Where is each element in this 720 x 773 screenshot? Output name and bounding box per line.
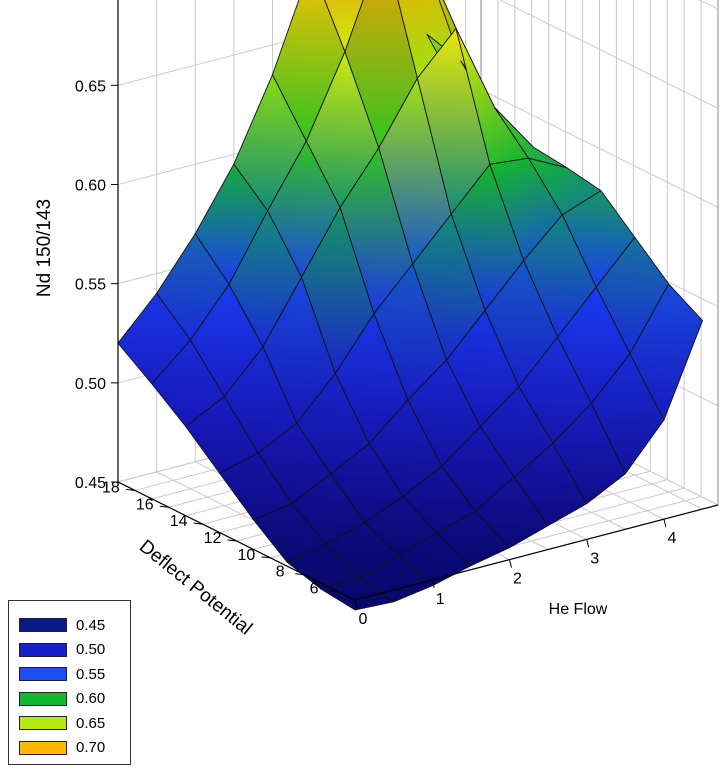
x-tick-label: 2 [513, 571, 522, 588]
y-tick-mark [295, 573, 305, 576]
z-tick-label: 0.45 [75, 475, 106, 492]
legend-swatch [19, 618, 67, 633]
z-tick-label: 0.55 [75, 277, 106, 294]
y-tick-label: 8 [276, 564, 285, 581]
y-tick-mark [261, 556, 271, 559]
legend-swatch [19, 691, 67, 706]
z-tick-label: 0.65 [75, 78, 106, 95]
legend-item: 0.50 [19, 638, 130, 663]
x-axis-line [354, 504, 719, 601]
x-tick-label: 4 [667, 530, 676, 547]
z-axis-title: Nd 150/143 [34, 199, 55, 297]
z-tick-label: 0.60 [75, 178, 106, 195]
x-tick-mark [586, 539, 590, 548]
y-tick-label: 12 [204, 530, 222, 547]
x-tick-mark [354, 599, 358, 609]
gridline [117, 0, 719, 109]
legend-item: 0.65 [19, 711, 130, 736]
y-tick-label: 6 [310, 581, 319, 598]
legend-label: 0.60 [76, 690, 106, 708]
y-tick-label: 16 [136, 496, 154, 513]
surface-mesh [117, 0, 704, 611]
z-tick-label: 0.50 [75, 376, 106, 393]
x-tick-label: 3 [590, 550, 599, 567]
x-axis-title: He Flow [549, 601, 608, 618]
legend-swatch [19, 740, 67, 755]
x-tick-mark [431, 579, 435, 588]
tick-labels: 0.450.500.550.600.650.700.75681012141618… [75, 78, 677, 628]
legend: 0.45 0.50 0.55 0.60 0.65 0.70 [8, 600, 131, 765]
legend-label: 0.65 [76, 714, 106, 732]
surface-patch [629, 283, 704, 421]
y-tick-mark [125, 488, 135, 491]
y-tick-mark [159, 505, 169, 508]
legend-swatch [19, 667, 67, 682]
y-tick-label: 14 [170, 513, 188, 530]
legend-label: 0.70 [76, 739, 106, 757]
legend-label: 0.55 [76, 665, 106, 683]
legend-swatch [19, 716, 67, 731]
legend-item: 0.60 [19, 687, 130, 712]
y-tick-label: 10 [237, 547, 255, 564]
x-tick-mark [508, 559, 512, 568]
legend-item: 0.45 [19, 613, 130, 638]
axis-frame [111, 0, 719, 609]
y-tick-mark [227, 539, 237, 542]
x-tick-mark [663, 519, 667, 528]
legend-swatch [19, 642, 67, 657]
x-tick-label: 0 [359, 611, 368, 628]
y-tick-mark [329, 590, 339, 593]
legend-item: 0.70 [19, 736, 130, 761]
surface-patch [324, 0, 364, 53]
legend-label: 0.45 [76, 616, 106, 634]
x-tick-label: 1 [436, 591, 445, 608]
y-tick-label: 18 [102, 479, 120, 496]
legend-item: 0.55 [19, 662, 130, 687]
legend-label: 0.50 [76, 641, 106, 659]
y-tick-mark [193, 522, 203, 525]
